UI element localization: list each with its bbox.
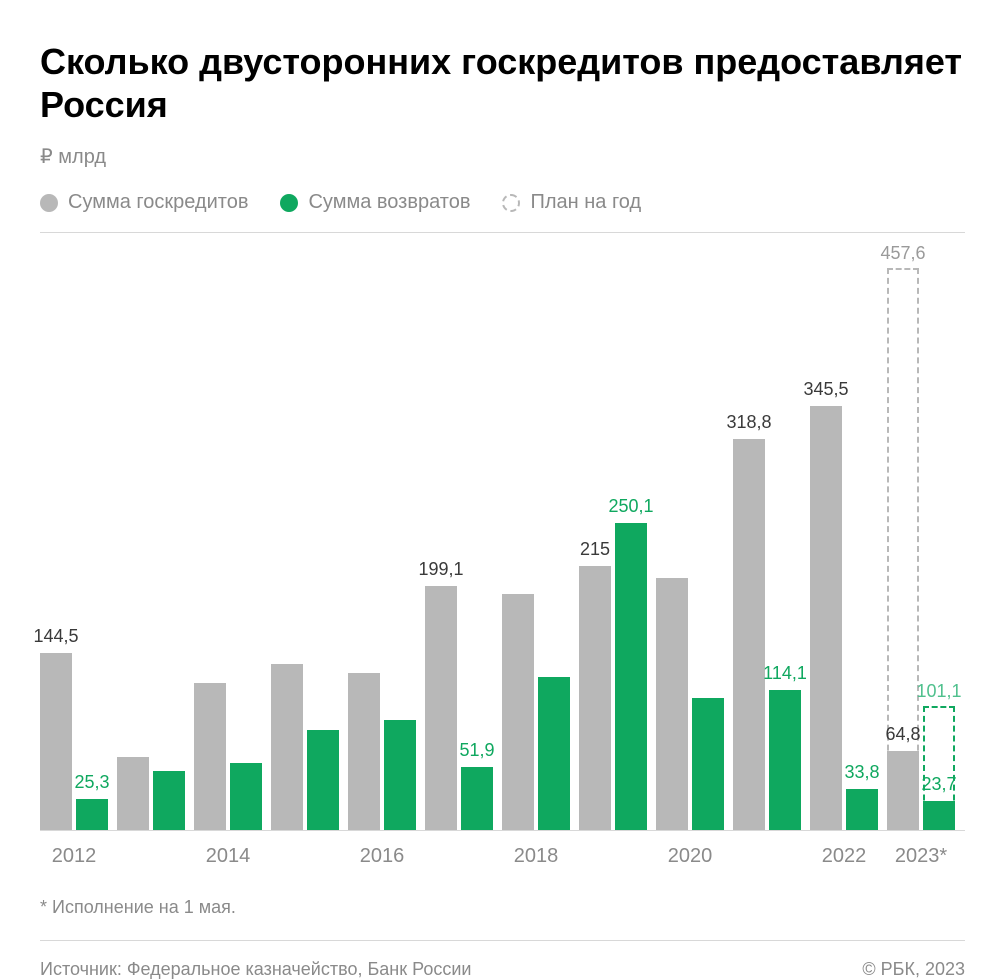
legend-item-plan: План на год (502, 191, 641, 214)
return-bar: 25,3 (76, 799, 108, 830)
year-group (117, 757, 185, 831)
legend-label-plan: План на год (530, 191, 641, 214)
actual-return-bar: 23,7 (923, 801, 955, 830)
return-bar (230, 763, 262, 831)
return-value-label: 51,9 (459, 740, 494, 767)
year-group (271, 664, 339, 830)
chart-plot-area: 144,525,3199,151,9215250,1318,8114,1345,… (40, 241, 965, 831)
year-group: 345,533,8 (810, 406, 878, 831)
year-group: 199,151,9 (425, 586, 493, 831)
return-bar: 33,8 (846, 789, 878, 831)
credit-bar (348, 673, 380, 830)
legend-swatch-credits (40, 194, 58, 212)
credit-bar (656, 578, 688, 830)
year-group: 457,664,8101,123,7 (887, 268, 955, 830)
divider-top (40, 232, 965, 233)
return-bar: 250,1 (615, 523, 647, 830)
credit-bar: 215 (579, 566, 611, 830)
chart-title: Сколько двусторонних госкредитов предост… (40, 40, 965, 126)
credit-value-label: 345,5 (803, 379, 848, 406)
plan-credit-value-label: 457,6 (880, 243, 925, 270)
x-axis-tick: 2018 (514, 845, 559, 868)
credit-bar: 144,5 (40, 653, 72, 831)
x-axis-tick: 2023* (895, 845, 947, 868)
return-value-label: 33,8 (844, 762, 879, 789)
credit-bar (502, 594, 534, 830)
actual-credit-bar: 64,8 (887, 751, 919, 831)
source-label: Источник: Федеральное казначейство, Банк… (40, 959, 471, 980)
legend-label-credits: Сумма госкредитов (68, 191, 248, 214)
year-group: 144,525,3 (40, 653, 108, 831)
actual-credit-value-label: 64,8 (885, 724, 920, 751)
return-bar (384, 720, 416, 831)
plan-return-bar: 101,123,7 (923, 706, 955, 830)
credit-value-label: 318,8 (726, 412, 771, 439)
x-axis-tick: 2012 (52, 845, 97, 868)
footer: Источник: Федеральное казначейство, Банк… (40, 959, 965, 980)
legend-label-returns: Сумма возвратов (308, 191, 470, 214)
year-group: 215250,1 (579, 523, 647, 830)
credit-bar: 345,5 (810, 406, 842, 831)
credit-value-label: 144,5 (33, 626, 78, 653)
legend-item-credits: Сумма госкредитов (40, 191, 248, 214)
plan-return-value-label: 101,1 (916, 681, 961, 708)
footnote: * Исполнение на 1 мая. (40, 897, 965, 918)
x-axis-tick: 2020 (668, 845, 713, 868)
return-bar (307, 730, 339, 831)
x-axis-tick: 2016 (360, 845, 405, 868)
return-value-label: 250,1 (608, 496, 653, 523)
year-group (502, 594, 570, 830)
copyright-label: © РБК, 2023 (862, 959, 965, 980)
return-value-label: 25,3 (74, 772, 109, 799)
credit-bar (117, 757, 149, 831)
return-value-label: 114,1 (763, 663, 807, 690)
year-group (656, 578, 724, 830)
chart-subtitle: ₽ млрд (40, 144, 965, 169)
credit-bar: 318,8 (733, 439, 765, 831)
year-group (194, 683, 262, 831)
credit-bar: 199,1 (425, 586, 457, 831)
actual-return-value-label: 23,7 (921, 774, 956, 801)
return-bar (153, 771, 185, 830)
return-bar (692, 698, 724, 831)
x-axis-tick: 2014 (206, 845, 251, 868)
x-axis: 2012 2014 2016 2018 2020 2022 2023* (40, 831, 965, 871)
return-bar (538, 677, 570, 831)
legend-item-returns: Сумма возвратов (280, 191, 470, 214)
legend-swatch-plan (502, 194, 520, 212)
year-group: 318,8114,1 (733, 439, 801, 831)
credit-bar (271, 664, 303, 830)
legend-swatch-returns (280, 194, 298, 212)
plan-credit-bar: 457,664,8 (887, 268, 919, 830)
return-bar: 114,1 (769, 690, 801, 830)
x-axis-tick: 2022 (822, 845, 867, 868)
credit-value-label: 215 (580, 539, 610, 566)
divider-bottom (40, 940, 965, 941)
credit-value-label: 199,1 (418, 559, 463, 586)
legend: Сумма госкредитов Сумма возвратов План н… (40, 191, 965, 214)
credit-bar (194, 683, 226, 831)
year-group (348, 673, 416, 830)
return-bar: 51,9 (461, 767, 493, 831)
